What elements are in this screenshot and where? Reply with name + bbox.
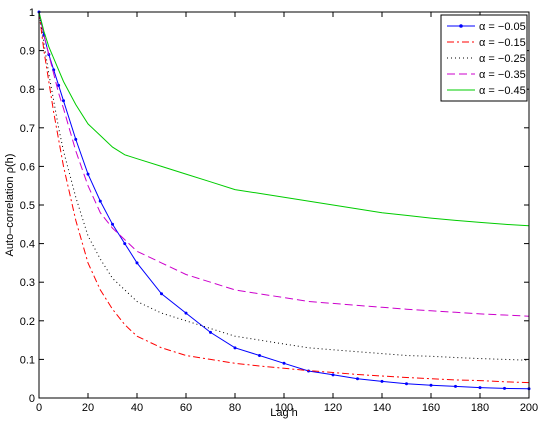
legend-label-3: α = −0.25: [479, 53, 526, 65]
y-tick-label: 1: [29, 7, 35, 19]
y-tick-label: 0.8: [20, 84, 35, 96]
series-marker: [478, 386, 482, 390]
series-marker: [123, 242, 127, 246]
y-tick-label: 0.1: [20, 354, 35, 366]
series-marker: [86, 172, 90, 176]
series-marker: [356, 377, 359, 381]
series-marker: [405, 382, 408, 386]
series-marker: [209, 330, 212, 334]
series-marker: [454, 384, 457, 388]
series-marker: [503, 386, 506, 390]
series-line-4: [38, 11, 530, 317]
x-tick-label: 40: [131, 402, 143, 414]
x-axis-label: Lag h: [270, 407, 298, 419]
x-tick-label: 80: [229, 402, 241, 414]
y-tick-label: 0.6: [20, 161, 35, 173]
series-marker: [429, 383, 433, 387]
series-line-2: [38, 11, 530, 384]
y-tick-label: 0.7: [20, 123, 35, 135]
series-marker: [331, 373, 335, 377]
x-tick-label: 20: [82, 402, 94, 414]
legend-marker: [459, 24, 463, 28]
y-tick-label: 0.5: [20, 200, 35, 212]
series-marker: [380, 379, 384, 383]
y-tick-label: 0.3: [20, 277, 35, 289]
legend-label-2: α = −0.15: [479, 37, 526, 49]
legend-label-5: α = −0.45: [479, 85, 526, 97]
x-tick-label: 100: [275, 402, 293, 414]
x-tick-label: 60: [180, 402, 192, 414]
series-marker: [184, 311, 188, 315]
series-marker: [282, 361, 286, 365]
series-marker: [160, 292, 163, 296]
y-tick-label: 0.9: [20, 46, 35, 58]
x-tick-label: 180: [471, 402, 489, 414]
legend: α = −0.05 α = −0.15 α = −0.25 α = −0.35 α = …: [440, 14, 528, 102]
series-marker: [74, 137, 78, 141]
x-tick-label: 120: [324, 402, 342, 414]
series-line-5: [38, 11, 530, 227]
x-tick-label: 160: [422, 402, 440, 414]
series-group: [37, 10, 531, 391]
series-marker: [57, 83, 61, 87]
y-tick-label: 0: [29, 393, 35, 405]
series-line-1: [38, 11, 530, 390]
series-marker: [233, 346, 237, 350]
series-marker: [98, 199, 102, 203]
series-marker: [111, 222, 114, 226]
y-tick-label: 0.2: [20, 316, 35, 328]
legend-label-4: α = −0.35: [479, 69, 526, 81]
series-marker: [135, 261, 139, 265]
y-axis-label: Auto–correlation ρ(h): [4, 154, 16, 257]
series-marker: [258, 354, 261, 358]
series-marker: [62, 99, 65, 103]
x-tick-label: 140: [373, 402, 391, 414]
x-tick-label: 200: [520, 402, 538, 414]
legend-label-1: α = −0.05: [479, 21, 526, 33]
y-tick-label: 0.4: [20, 239, 35, 251]
x-tick-label: 0: [36, 402, 42, 414]
